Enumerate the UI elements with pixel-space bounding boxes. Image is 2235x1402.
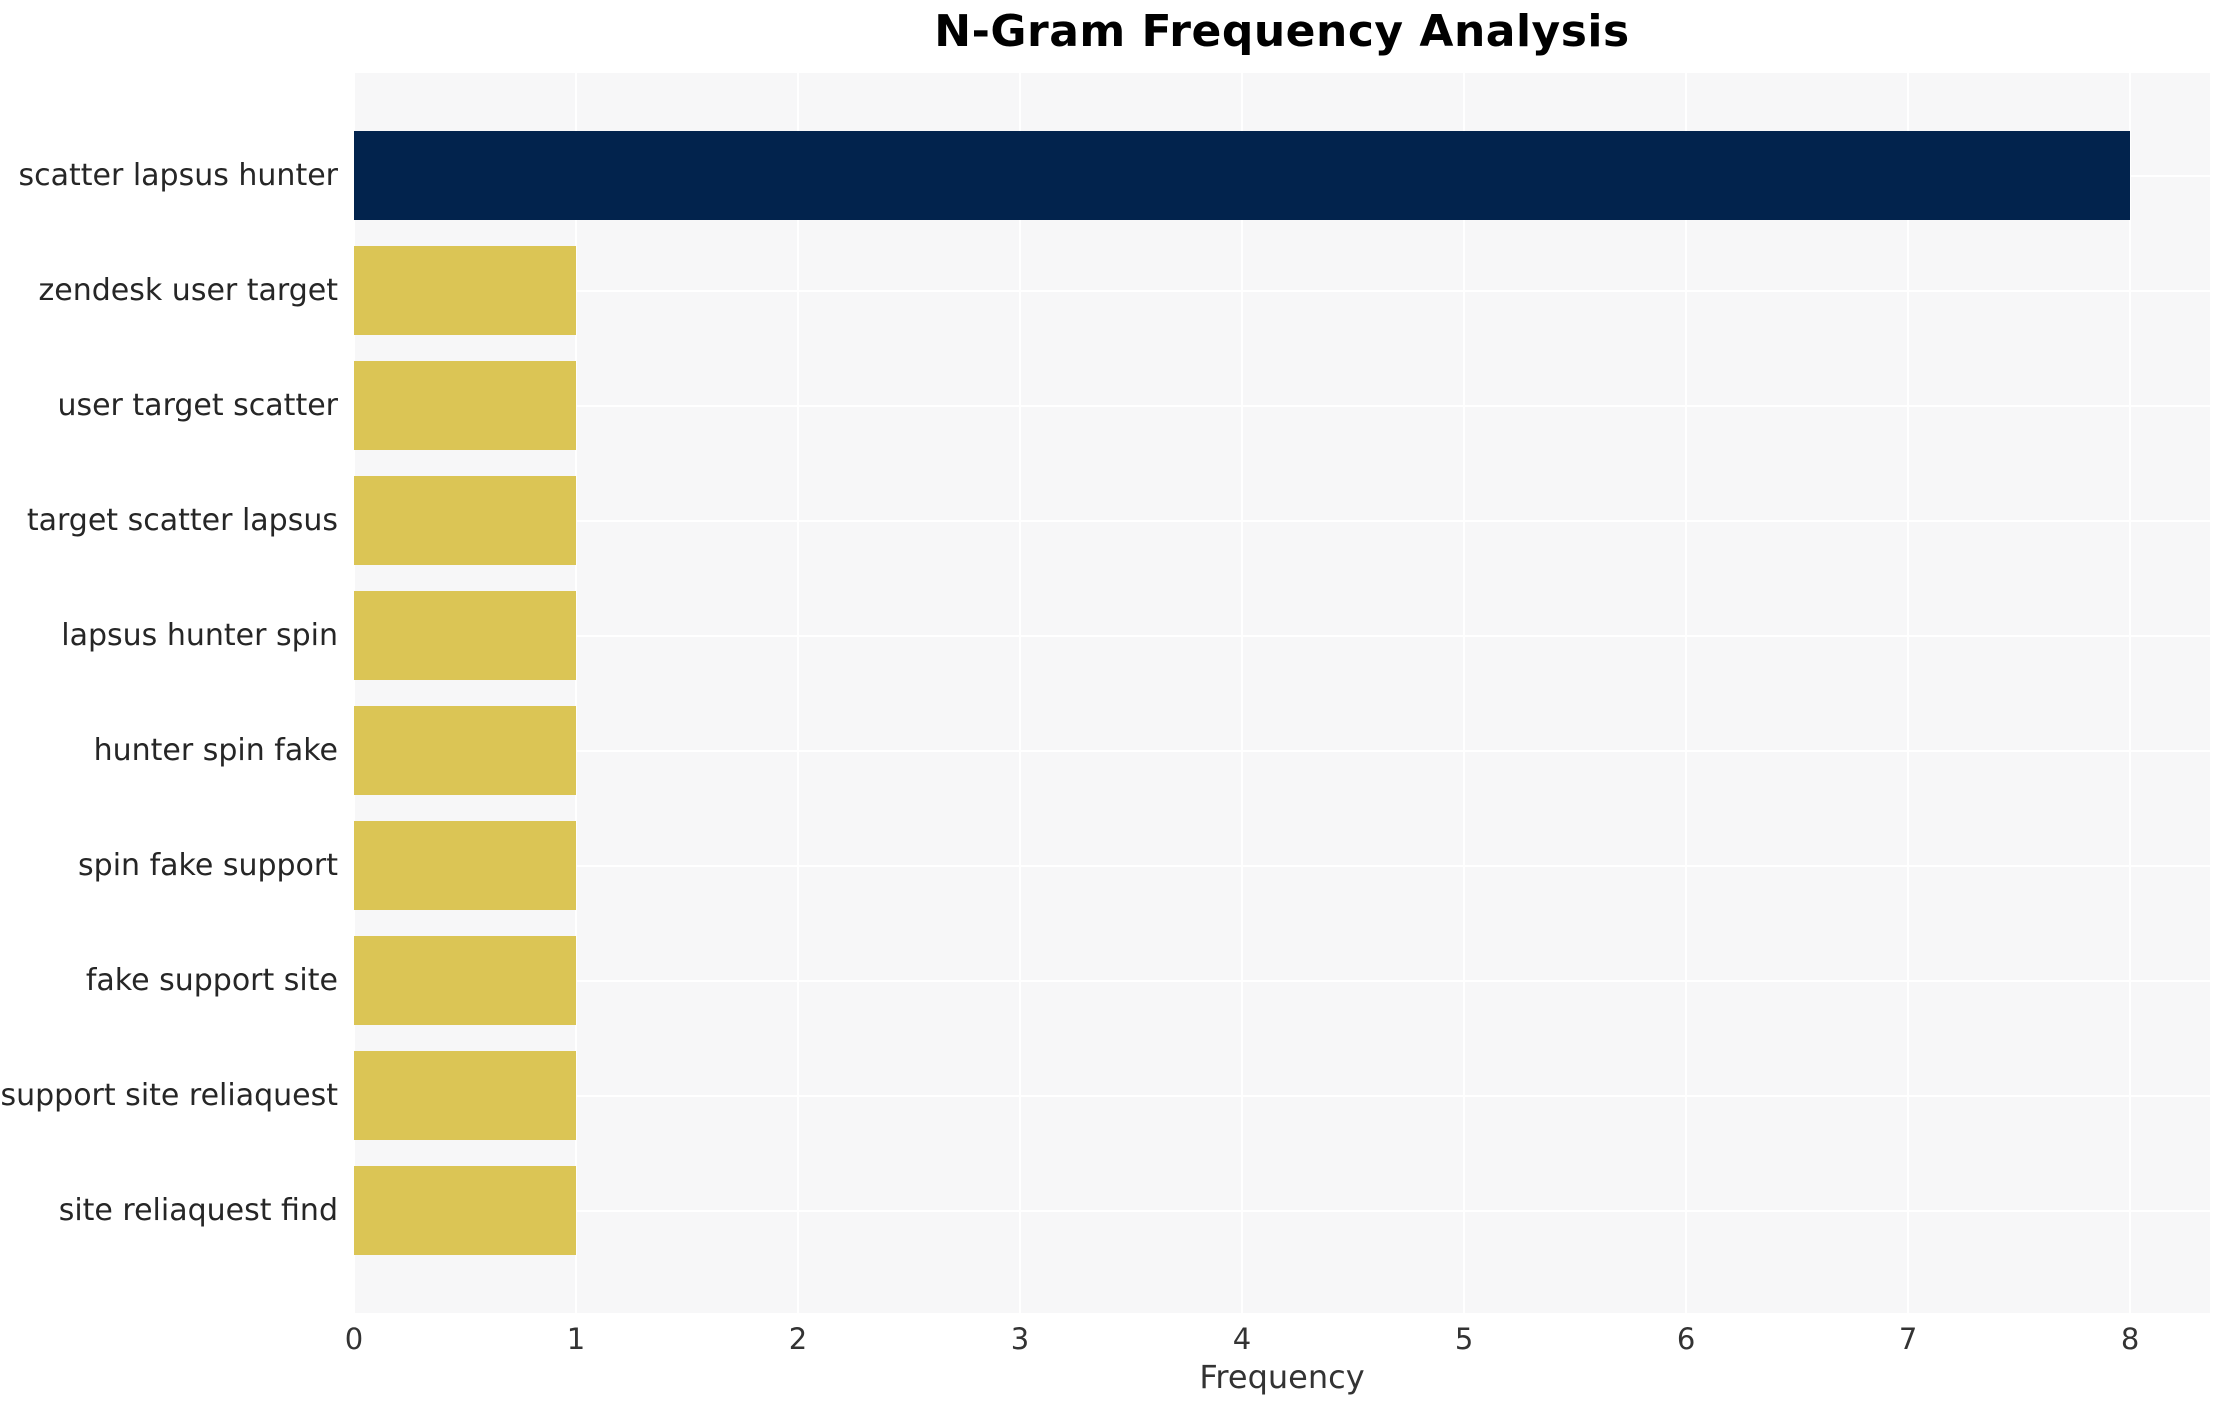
x-tick-label: 0: [344, 1322, 364, 1356]
category-label: hunter spin fake: [93, 733, 338, 768]
category-label: target scatter lapsus: [26, 503, 338, 538]
x-tick-label: 6: [1676, 1322, 1696, 1356]
h-gridline: [354, 749, 2210, 752]
x-tick-label: 3: [1010, 1322, 1030, 1356]
x-tick-label: 1: [566, 1322, 586, 1356]
chart-title: N-Gram Frequency Analysis: [934, 6, 1630, 57]
category-label: zendesk user target: [38, 273, 338, 308]
bar-row: [354, 693, 2210, 808]
bar: [354, 360, 576, 451]
category-label: site reliaquest find: [58, 1193, 338, 1228]
bar-row: [354, 923, 2210, 1038]
category-label: scatter lapsus hunter: [18, 158, 338, 193]
bar-row: [354, 1038, 2210, 1153]
h-gridline: [354, 634, 2210, 637]
bar-row: [354, 808, 2210, 923]
h-gridline: [354, 979, 2210, 982]
x-tick-label: 7: [1898, 1322, 1918, 1356]
v-gridline: [1463, 73, 1466, 1313]
category-label: fake support site: [85, 963, 338, 998]
category-label: spin fake support: [78, 848, 338, 883]
bar-row: [354, 578, 2210, 693]
bar-row: [354, 348, 2210, 463]
v-gridline: [1241, 73, 1244, 1313]
h-gridline: [354, 1094, 2210, 1097]
bar-row: [354, 233, 2210, 348]
bar-row: [354, 1153, 2210, 1268]
y-axis-category-labels: scatter lapsus hunter zendesk user target…: [0, 73, 354, 1313]
bar: [354, 130, 2131, 221]
category-label: user target scatter: [57, 388, 338, 423]
x-axis-label: Frequency: [1199, 1358, 1365, 1396]
h-gridline: [354, 519, 2210, 522]
bar: [354, 590, 576, 681]
bar: [354, 1165, 576, 1256]
v-gridline: [1685, 73, 1688, 1313]
v-gridline: [575, 73, 577, 1313]
v-gridline: [1019, 73, 1022, 1313]
bar: [354, 820, 576, 911]
x-tick-label: 2: [788, 1322, 808, 1356]
bar: [354, 705, 576, 796]
v-gridline: [797, 73, 800, 1313]
category-label: support site reliaquest: [0, 1078, 338, 1113]
x-axis-ticks: 0 1 2 3 4 5 6 7 8: [345, 1322, 2210, 1358]
bar: [354, 1050, 576, 1141]
v-gridline: [2129, 73, 2132, 1313]
v-gridline: [1907, 73, 1910, 1313]
bar: [354, 245, 576, 336]
bar-row: [354, 118, 2210, 233]
x-tick-label: 4: [1232, 1322, 1252, 1356]
h-gridline: [354, 1209, 2210, 1212]
bar: [354, 475, 576, 566]
h-gridline: [354, 404, 2210, 407]
h-gridline: [354, 289, 2210, 292]
x-tick-label: 8: [2120, 1322, 2140, 1356]
v-gridline: [353, 73, 355, 1313]
h-gridline: [354, 864, 2210, 867]
bar-rows-container: [354, 118, 2210, 1268]
category-label: lapsus hunter spin: [61, 618, 338, 653]
bar-row: [354, 463, 2210, 578]
plot-area: [353, 73, 2210, 1313]
x-tick-label: 5: [1454, 1322, 1474, 1356]
bar: [354, 935, 576, 1026]
